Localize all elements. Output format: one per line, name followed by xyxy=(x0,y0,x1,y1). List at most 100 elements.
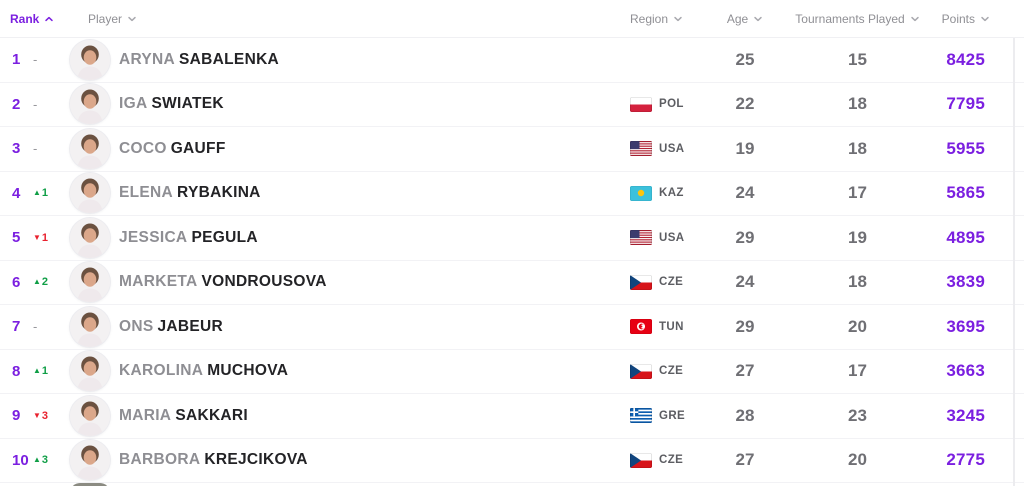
table-body: 1- ARYNA SABALENKA 25 15 8425 2- IGA SWIATEK POL 2… xyxy=(0,38,1024,483)
player-row[interactable]: 5 ▼ 1 JESSICA PEGULA USA 29 19 4895 xyxy=(0,216,1024,261)
rank-cell: 5 ▼ 1 xyxy=(0,229,62,246)
player-cell: BARBORA KREJCIKOVA xyxy=(62,440,620,481)
country-code: USA xyxy=(659,142,685,155)
country-code: GRE xyxy=(659,409,686,422)
column-header-age[interactable]: Age xyxy=(700,12,790,26)
player-last-name: GAUFF xyxy=(170,139,226,157)
player-last-name: MUCHOVA xyxy=(207,362,289,380)
kaz-flag-icon xyxy=(630,185,652,201)
triangle-up-icon: ▲ xyxy=(33,366,41,376)
rank-change-none: - xyxy=(33,319,38,335)
rank-cell: 2- xyxy=(0,96,62,113)
player-first-name: ONS xyxy=(119,317,154,335)
player-name: JESSICA PEGULA xyxy=(119,229,258,247)
player-first-name: IGA xyxy=(119,95,148,113)
region-cell: USA xyxy=(620,230,700,246)
column-header-region[interactable]: Region xyxy=(620,12,700,26)
rank-number: 7 xyxy=(12,318,21,336)
player-row[interactable]: 6 ▲ 2 MARKETA VONDROUSOVA CZE 24 18 3839 xyxy=(0,261,1024,305)
region-cell: USA xyxy=(620,141,700,157)
column-header-player[interactable]: Player xyxy=(62,12,620,26)
partial-next-row xyxy=(0,483,1024,486)
age-value: 27 xyxy=(735,450,755,470)
player-last-name: SWIATEK xyxy=(151,95,224,113)
chevron-down-icon xyxy=(753,14,763,24)
rank-number: 10 xyxy=(12,451,29,469)
points-value: 4895 xyxy=(946,227,985,247)
tournaments-value: 19 xyxy=(848,227,867,247)
rank-change-none: - xyxy=(33,141,38,157)
player-last-name: SABALENKA xyxy=(179,50,280,68)
rank-change-up: ▲ 1 xyxy=(33,365,49,378)
player-first-name: COCO xyxy=(119,139,167,157)
points-value: 3695 xyxy=(946,316,985,336)
player-avatar xyxy=(70,440,110,481)
table-right-border xyxy=(1013,38,1015,486)
player-first-name: KAROLINA xyxy=(119,362,204,380)
column-header-points[interactable]: Points xyxy=(925,12,1024,26)
rank-change-up: ▲ 2 xyxy=(33,276,49,289)
player-avatar xyxy=(70,351,110,392)
points-value: 3663 xyxy=(946,361,985,381)
player-last-name: JABEUR xyxy=(157,317,224,335)
chevron-down-icon xyxy=(910,14,920,24)
player-cell: MARKETA VONDROUSOVA xyxy=(62,262,620,303)
column-header-tournaments[interactable]: Tournaments Played xyxy=(790,12,925,26)
player-first-name: MARKETA xyxy=(119,273,198,291)
player-cell: ARYNA SABALENKA xyxy=(62,39,620,80)
age-value: 28 xyxy=(735,405,755,425)
region-cell: POL xyxy=(620,96,700,112)
player-name: KAROLINA MUCHOVA xyxy=(119,362,288,380)
column-label-player: Player xyxy=(88,11,123,26)
column-header-rank[interactable]: Rank xyxy=(0,12,62,26)
region-cell: CZE xyxy=(620,452,700,468)
country-code: CZE xyxy=(659,365,684,378)
player-name: ELENA RYBAKINA xyxy=(119,184,261,202)
player-avatar xyxy=(70,128,110,169)
rank-cell: 4 ▲ 1 xyxy=(0,185,62,202)
player-last-name: VONDROUSOVA xyxy=(201,273,327,291)
points-value: 8425 xyxy=(946,49,985,69)
rank-change-none: - xyxy=(33,52,38,68)
points-value: 5955 xyxy=(946,138,985,158)
points-value: 3245 xyxy=(946,405,985,425)
chevron-down-icon xyxy=(980,14,990,24)
player-avatar xyxy=(70,483,110,486)
player-row[interactable]: 2- IGA SWIATEK POL 22 18 7795 xyxy=(0,83,1024,127)
player-name: MARIA SAKKARI xyxy=(119,407,248,425)
player-cell: IGA SWIATEK xyxy=(62,84,620,125)
player-first-name: ELENA xyxy=(119,184,174,202)
player-cell: ONS JABEUR xyxy=(62,306,620,347)
player-cell: COCO GAUFF xyxy=(62,128,620,169)
player-row[interactable]: 8 ▲ 1 KAROLINA MUCHOVA CZE 27 17 3663 xyxy=(0,350,1024,394)
player-row[interactable]: 7- ONS JABEUR TUN 29 20 3695 xyxy=(0,305,1024,350)
rank-cell: 1- xyxy=(0,51,62,68)
chevron-down-icon xyxy=(127,14,137,24)
player-row[interactable]: 10 ▲ 3 BARBORA KREJCIKOVA CZE 27 20 2775 xyxy=(0,439,1024,483)
rank-number: 5 xyxy=(12,229,21,247)
player-last-name: SAKKARI xyxy=(175,406,249,424)
tournaments-value: 18 xyxy=(848,138,867,158)
tournaments-value: 20 xyxy=(848,450,867,470)
rank-number: 8 xyxy=(12,362,21,380)
tournaments-value: 15 xyxy=(848,49,867,69)
region-cell: GRE xyxy=(620,408,700,424)
player-row[interactable]: 9 ▼ 3 MARIA SAKKARI GRE 28 23 3245 xyxy=(0,394,1024,439)
region-cell: CZE xyxy=(620,363,700,379)
player-first-name: BARBORA xyxy=(119,451,201,469)
tournaments-value: 20 xyxy=(848,316,867,336)
player-row[interactable]: 3- COCO GAUFF USA 19 18 5955 xyxy=(0,127,1024,172)
column-label-age: Age xyxy=(726,11,749,26)
player-row[interactable]: 4 ▲ 1 ELENA RYBAKINA KAZ 24 17 5865 xyxy=(0,172,1024,216)
points-value: 2775 xyxy=(946,450,985,470)
player-row[interactable]: 1- ARYNA SABALENKA 25 15 8425 xyxy=(0,38,1024,83)
rank-cell: 3- xyxy=(0,140,62,157)
cze-flag-icon xyxy=(630,363,652,379)
triangle-up-icon: ▲ xyxy=(33,188,41,198)
rank-cell: 7- xyxy=(0,318,62,335)
player-name: IGA SWIATEK xyxy=(119,95,224,113)
points-value: 5865 xyxy=(946,183,985,203)
age-value: 22 xyxy=(735,94,755,114)
rank-cell: 6 ▲ 2 xyxy=(0,274,62,291)
player-last-name: RYBAKINA xyxy=(177,184,261,202)
